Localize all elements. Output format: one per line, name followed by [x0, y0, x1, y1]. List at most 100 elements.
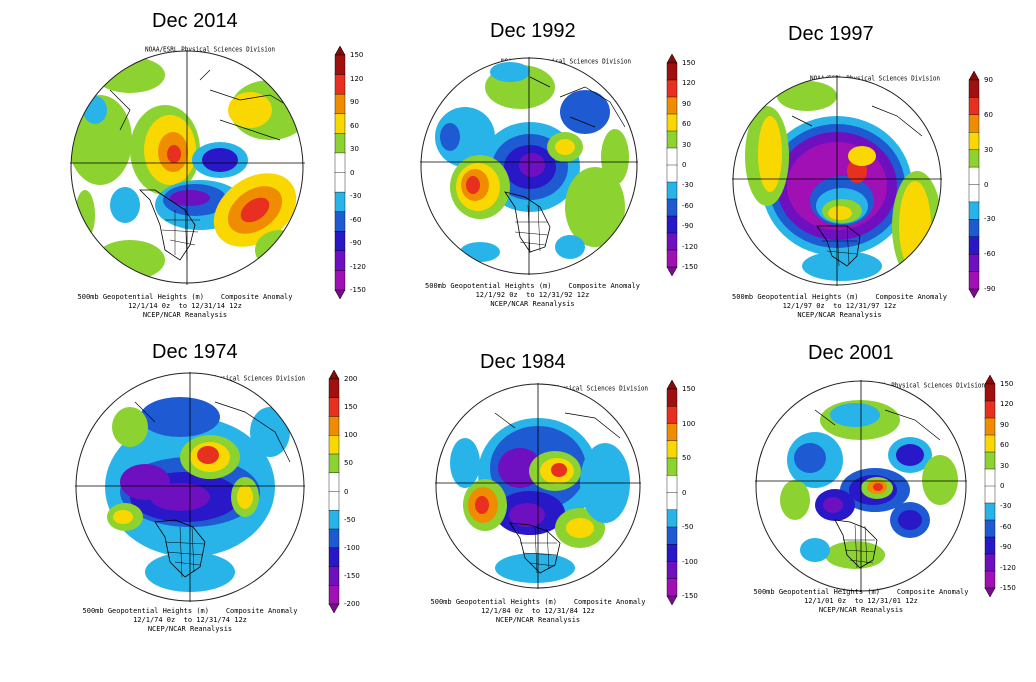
colorbar-segment	[666, 388, 678, 407]
source-label: NOAA/ESRL Physical Sciences Division	[501, 57, 632, 66]
colorbar-tick-label: -200	[344, 600, 360, 608]
colorbar-tick-label: -90	[350, 239, 362, 247]
colorbar-tick-label: 90	[1000, 420, 1009, 429]
colorbar-segment	[984, 553, 996, 572]
colorbar-segment	[968, 253, 980, 273]
panel-title: Dec 1974	[152, 341, 238, 363]
colorbar-segment	[666, 440, 678, 459]
colorbar-tick-label: 90	[350, 98, 359, 106]
colorbar-tick-label: 150	[1000, 380, 1014, 388]
caption-line-dates: 12/1/14 0z to 12/31/14 12z	[128, 302, 242, 310]
map-caption: 500mb Geopotential Heights (m) Composite…	[422, 598, 654, 625]
colorbar-segment	[328, 528, 340, 549]
colorbar-scale	[968, 71, 980, 298]
colorbar-tick-label: -150	[682, 263, 698, 271]
colorbar-tick-label: 0	[682, 488, 687, 497]
colorbar-segment	[666, 181, 678, 200]
anomaly-map	[70, 50, 305, 285]
colorbar-tick-label: 50	[682, 454, 691, 462]
caption-line-dates: 12/1/97 0z to 12/31/97 12z	[782, 302, 897, 310]
colorbar-segment	[328, 453, 340, 474]
source-label: NOAA/ESRL Physical Sciences Division	[518, 384, 649, 393]
colorbar-segment	[334, 152, 346, 174]
colorbar-segment	[984, 400, 996, 419]
colorbar-tick-label: -30	[350, 192, 362, 200]
colorbar-tick-label: -90	[1000, 543, 1012, 552]
caption-line-dates: 12/1/84 0z to 12/31/84 12z	[481, 607, 595, 615]
colorbar-tick-label: 0	[344, 487, 349, 496]
colorbar-tick-label: 0	[1000, 482, 1005, 490]
colorbar-scale	[666, 54, 678, 276]
colorbar-segment	[968, 166, 980, 186]
colorbar-segment	[666, 79, 678, 98]
colorbar-segment	[334, 133, 346, 154]
map-caption: 500mb Geopotential Heights (m) Composite…	[410, 282, 655, 309]
colorbar-tick-label: -100	[682, 557, 698, 566]
colorbar-max-arrow	[666, 380, 678, 390]
colorbar-tick-label: -90	[984, 285, 996, 293]
colorbar-segment	[666, 130, 678, 149]
colorbar-tick-label: -120	[1000, 563, 1016, 572]
colorbar-segment	[334, 231, 346, 252]
colorbar-tick-label: -60	[984, 250, 996, 259]
anomaly-map	[732, 76, 942, 286]
colorbar-scale	[334, 46, 346, 299]
colorbar-tick-label: -120	[682, 242, 698, 251]
colorbar-min-arrow	[666, 266, 678, 276]
colorbar-segment	[666, 492, 678, 511]
source-label: NOAA/ESRL Physical Sciences Division	[855, 381, 986, 390]
caption-line-dates: 12/1/92 0z to 12/31/92 12z	[475, 291, 590, 299]
colorbar-segment	[328, 585, 340, 605]
anomaly-map	[420, 57, 638, 275]
colorbar-tick-label: 150	[344, 403, 358, 412]
colorbar-segment	[666, 406, 678, 425]
map-caption: 500mb Geopotential Heights (m) Composite…	[745, 588, 977, 615]
colorbar-min-arrow	[666, 595, 678, 605]
colorbar-tick-label: 100	[344, 431, 358, 440]
colorbar-segment	[666, 147, 678, 166]
colorbar-max-arrow	[328, 370, 340, 380]
colorbar-tick-label: -150	[350, 286, 366, 294]
colorbar-segment	[984, 417, 996, 436]
colorbar-tick-label: 60	[1000, 441, 1009, 450]
colorbar-segment	[334, 74, 346, 95]
colorbar-segment	[666, 509, 678, 528]
colorbar-segment	[328, 566, 340, 586]
source-label: NOAA/ESRL Physical Sciences Division	[810, 74, 941, 83]
colorbar-tick-label: -30	[1000, 502, 1012, 511]
colorbar-segment	[984, 468, 996, 487]
colorbar-tick-label: 30	[682, 140, 691, 149]
colorbar-scale	[328, 370, 340, 613]
colorbar-segment	[968, 184, 980, 203]
colorbar-segment	[984, 502, 996, 521]
anomaly-map	[75, 372, 305, 602]
colorbar-segment	[328, 378, 340, 399]
colorbar-tick-label: -120	[350, 262, 366, 271]
colorbar-min-arrow	[984, 587, 996, 597]
colorbar-segment	[334, 54, 346, 76]
colorbar-segment	[984, 434, 996, 453]
colorbar-tick-label: 30	[984, 145, 993, 154]
colorbar-segment	[666, 198, 678, 217]
colorbar-segment	[968, 97, 980, 116]
colorbar-segment	[334, 250, 346, 272]
colorbar-segment	[328, 435, 340, 455]
colorbar-tick-label: -30	[984, 215, 996, 224]
caption-line-title: 500mb Geopotential Heights (m) Composite…	[430, 598, 646, 606]
colorbar-segment	[666, 526, 678, 545]
colorbar-tick-label: -30	[682, 181, 694, 190]
colorbar-tick-label: -150	[1000, 584, 1016, 592]
colorbar-tick-label: 90	[682, 99, 691, 108]
colorbar-segment	[666, 164, 678, 183]
colorbar-segment	[984, 383, 996, 402]
colorbar-segment	[666, 578, 678, 597]
colorbar-segment	[334, 113, 346, 135]
caption-line-source: NCEP/NCAR Reanalysis	[495, 616, 581, 624]
colorbar-segment	[984, 536, 996, 555]
map-caption: 500mb Geopotential Heights (m) Composite…	[60, 293, 310, 320]
colorbar-max-arrow	[666, 54, 678, 64]
caption-line-source: NCEP/NCAR Reanalysis	[147, 625, 233, 633]
colorbar-segment	[666, 249, 678, 268]
colorbar-tick-label: 30	[350, 145, 359, 153]
colorbar-segment	[334, 191, 346, 213]
